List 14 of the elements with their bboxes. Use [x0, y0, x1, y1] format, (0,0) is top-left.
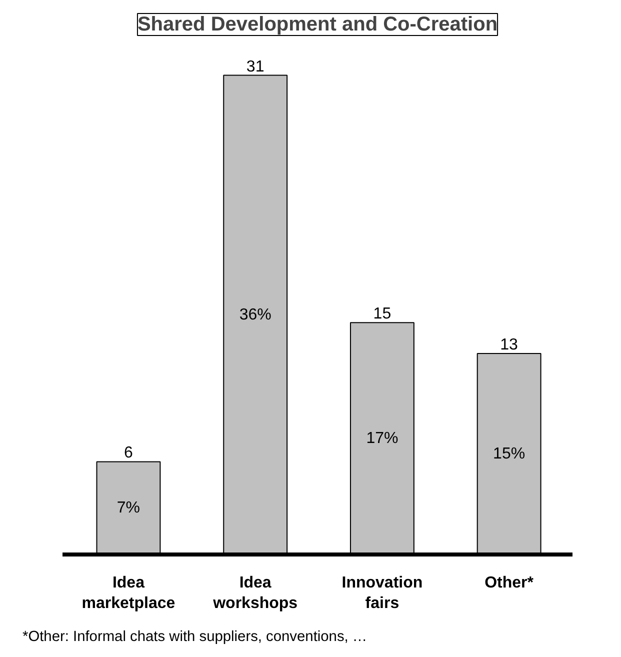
annotation: 7% — [116, 500, 140, 517]
annotation: 36% — [239, 306, 272, 324]
x-tick-label: Idea workshops — [212, 574, 298, 612]
annotation: 17% — [366, 430, 398, 448]
data-label: 15 — [373, 306, 392, 323]
data-label: 31 — [246, 58, 264, 76]
annotation: 15% — [493, 446, 526, 463]
x-tick-label: Other* — [484, 574, 534, 592]
chart-title: Shared Development and Co-Creation — [137, 14, 498, 36]
text: *Other: Informal chats with suppliers, conventions, … — [22, 629, 368, 645]
data-label: 13 — [500, 336, 518, 354]
x-tick-label: Innovation fairs — [342, 574, 423, 612]
data-label: 6 — [124, 444, 134, 462]
x-tick-label: Idea marketplace — [82, 574, 176, 612]
